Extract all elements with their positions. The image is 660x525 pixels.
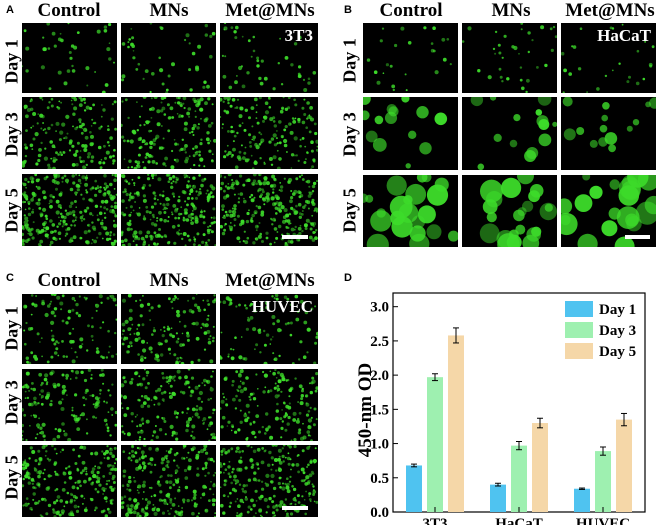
row-header-day-3: Day 3 — [339, 112, 360, 157]
legend-label: Day 1 — [599, 302, 636, 318]
micrograph-b-r3-c1 — [363, 175, 458, 247]
column-header-control: Control — [379, 0, 443, 21]
column-header-control: Control — [37, 0, 101, 21]
bar — [616, 419, 632, 512]
scale-bar-b — [625, 235, 650, 239]
micrograph-a-r2-c3 — [220, 97, 318, 169]
micrograph-a-r2-c2 — [121, 97, 216, 169]
legend-label: Day 5 — [599, 344, 636, 360]
micrograph-c-r1-c3: HUVEC — [220, 294, 318, 364]
legend-swatch — [565, 322, 593, 338]
row-header-day-3: Day 3 — [1, 380, 22, 425]
bar — [574, 488, 590, 512]
bar-chart: 450-nm OD 0.0 0.5 1.0 1.5 2.0 2.5 3.0 3T3 HaCaT H… — [355, 292, 646, 525]
panel-letter-d: D — [344, 272, 352, 284]
bar — [511, 445, 527, 512]
micrograph-a-r1-c3: 3T3 — [220, 23, 318, 93]
bar — [595, 451, 611, 512]
row-header-day-5: Day 5 — [339, 188, 360, 233]
micrograph-a-r3-c2 — [121, 174, 216, 246]
micrograph-a-r2-c1 — [22, 97, 117, 169]
row-header-day-1: Day 1 — [339, 38, 360, 83]
scale-bar-c — [282, 506, 308, 510]
x-tick-label: HaCaT — [495, 516, 543, 525]
micrograph-a-r1-c1 — [22, 23, 117, 93]
bar — [427, 377, 443, 512]
panel-letter-a: A — [6, 4, 14, 16]
micrograph-c-r3-c3 — [220, 445, 318, 517]
micrograph-b-r1-c1 — [363, 23, 458, 93]
row-header-day-5: Day 5 — [1, 188, 22, 233]
legend-swatch — [565, 343, 593, 359]
micrograph-b-r3-c3 — [561, 175, 656, 247]
y-tick-label: 1.5 — [370, 402, 389, 418]
column-header-met-mns: Met@MNs — [225, 0, 315, 21]
micrograph-c-r3-c1 — [22, 445, 117, 517]
panel-letter-c: C — [6, 272, 14, 284]
bar — [406, 465, 422, 512]
row-header-day-3: Day 3 — [1, 112, 22, 157]
column-header-mns: MNs — [149, 270, 189, 291]
bar — [490, 484, 506, 512]
micrograph-c-r3-c2 — [121, 445, 216, 517]
cell-line-label-3t3: 3T3 — [284, 26, 313, 45]
column-header-met-mns: Met@MNs — [565, 0, 655, 21]
micrograph-b-r2-c1 — [363, 97, 458, 170]
y-tick-label: 2.5 — [370, 334, 389, 350]
y-axis-label: 450-nm OD — [355, 363, 376, 457]
column-header-mns: MNs — [149, 0, 189, 21]
row-header-day-5: Day 5 — [1, 455, 22, 500]
column-header-met-mns: Met@MNs — [225, 270, 315, 291]
row-header-day-1: Day 1 — [1, 39, 22, 84]
y-tick-label: 1.0 — [370, 437, 389, 453]
y-tick-label: 2.0 — [370, 368, 389, 384]
micrograph-a-r3-c3 — [220, 174, 318, 246]
micrograph-c-r2-c2 — [121, 369, 216, 441]
micrograph-a-r3-c1 — [22, 174, 117, 246]
bar — [532, 423, 548, 512]
bar — [448, 335, 464, 512]
micrograph-c-r1-c1 — [22, 294, 117, 364]
micrograph-b-r1-c2 — [462, 23, 557, 93]
micrograph-b-r3-c2 — [462, 175, 557, 247]
micrograph-c-r2-c3 — [220, 369, 318, 441]
scale-bar-a — [282, 235, 308, 239]
cell-line-label-hacat: HaCaT — [597, 26, 651, 45]
y-tick-label: 0.5 — [370, 471, 389, 487]
micrograph-b-r2-c2 — [462, 97, 557, 170]
row-header-day-1: Day 1 — [1, 306, 22, 351]
panel-letter-b: B — [344, 4, 352, 16]
legend-label: Day 3 — [599, 323, 636, 339]
x-tick-label: HUVEC — [576, 516, 630, 525]
column-header-mns: MNs — [491, 0, 531, 21]
micrograph-c-r2-c1 — [22, 369, 117, 441]
column-header-control: Control — [37, 270, 101, 291]
cell-line-label-huvec: HUVEC — [251, 297, 313, 316]
micrograph-a-r1-c2 — [121, 23, 216, 93]
micrograph-c-r1-c2 — [121, 294, 216, 364]
y-tick-label: 3.0 — [370, 300, 389, 316]
micrograph-b-r1-c3: HaCaT — [561, 23, 656, 93]
y-tick-label: 0.0 — [370, 505, 389, 521]
x-tick-label: 3T3 — [422, 516, 447, 525]
micrograph-b-r2-c3 — [561, 97, 656, 170]
legend-swatch — [565, 301, 593, 317]
